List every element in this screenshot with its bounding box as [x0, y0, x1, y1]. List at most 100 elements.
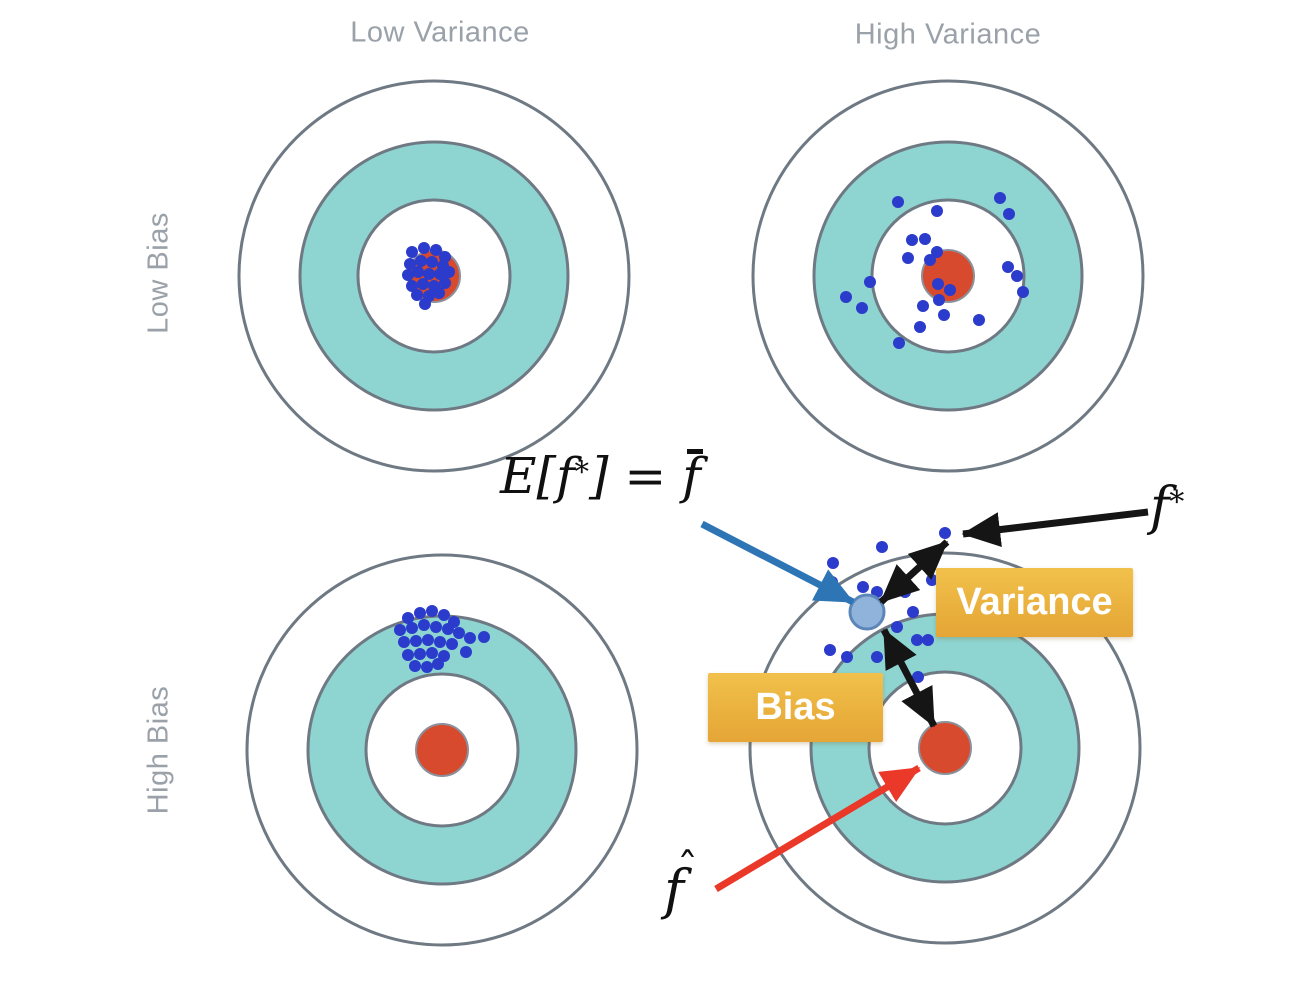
- shot-dot: [410, 635, 422, 647]
- shot-dot: [841, 651, 853, 663]
- f-hat-arrow: [714, 764, 921, 893]
- column-label-low-variance: Low Variance: [350, 16, 530, 49]
- shot-dot: [439, 277, 451, 289]
- shot-dot: [924, 254, 936, 266]
- shot-dot: [902, 252, 914, 264]
- shot-dot: [919, 233, 931, 245]
- shot-dot: [417, 278, 429, 290]
- formula-equals: ] =: [589, 447, 683, 505]
- expected-f-arrow: [700, 520, 855, 606]
- shot-dot: [856, 302, 868, 314]
- shot-dot: [421, 661, 433, 673]
- shot-dot: [891, 621, 903, 633]
- formula-open: E[f: [500, 447, 575, 505]
- shot-dot: [864, 276, 876, 288]
- shot-dot: [938, 309, 950, 321]
- shot-dot: [418, 619, 430, 631]
- expected-f-formula: E[f*] = f: [500, 447, 703, 505]
- target-bullseye: [918, 721, 972, 775]
- shot-dot: [398, 636, 410, 648]
- shot-dot: [402, 612, 414, 624]
- shot-dot: [402, 649, 414, 661]
- formula-f-bar: f: [682, 447, 703, 505]
- shot-dot: [460, 646, 472, 658]
- shot-dot: [1011, 270, 1023, 282]
- shot-dot: [973, 314, 985, 326]
- f-star-sup: *: [1169, 484, 1185, 520]
- shot-dot: [840, 291, 852, 303]
- shot-dot: [409, 660, 421, 672]
- f-hat-base: f: [664, 858, 684, 921]
- bias-tag-text: Bias: [755, 686, 836, 728]
- shot-dot: [932, 278, 944, 290]
- shot-dot: [406, 280, 418, 292]
- shot-dot: [1003, 208, 1015, 220]
- row-label-high-bias: High Bias: [142, 685, 175, 815]
- shot-dot: [939, 527, 951, 539]
- shot-dot: [871, 651, 883, 663]
- shot-dot: [931, 205, 943, 217]
- shot-dot: [426, 256, 438, 268]
- shot-dot: [827, 557, 839, 569]
- shot-dot: [824, 644, 836, 656]
- shot-dot: [430, 244, 442, 256]
- shot-dot: [433, 287, 445, 299]
- shot-dot: [412, 266, 424, 278]
- bias-double-arrow: [880, 628, 938, 728]
- column-label-high-variance: High Variance: [854, 18, 1042, 51]
- shot-dot: [906, 234, 918, 246]
- shot-dot: [917, 300, 929, 312]
- shot-dot: [931, 246, 943, 258]
- shot-dot: [446, 638, 458, 650]
- shot-dot: [422, 634, 434, 646]
- shot-dot: [994, 192, 1006, 204]
- variance-tag-text: Variance: [956, 581, 1113, 623]
- shot-dot: [443, 266, 455, 278]
- shot-dot: [876, 541, 888, 553]
- shot-dot: [404, 258, 416, 270]
- shot-dot: [893, 337, 905, 349]
- shot-dot: [419, 298, 431, 310]
- shot-dot: [1017, 286, 1029, 298]
- shot-dot: [414, 607, 426, 619]
- shot-dot: [478, 631, 490, 643]
- shot-dot: [394, 624, 406, 636]
- shot-dot: [434, 636, 446, 648]
- variance-double-arrow: [878, 539, 950, 605]
- f-hat-accent: ˆ: [677, 844, 698, 893]
- target-low-bias-low-variance: [237, 79, 631, 473]
- shot-dot: [423, 268, 435, 280]
- shot-dot: [430, 621, 442, 633]
- shot-dot: [914, 321, 926, 333]
- shot-dot: [411, 289, 423, 301]
- shot-dot: [857, 581, 869, 593]
- shot-dot: [418, 242, 430, 254]
- target-bullseye: [415, 723, 469, 777]
- shot-dot: [892, 196, 904, 208]
- shot-dot: [442, 623, 454, 635]
- shot-dot: [406, 246, 418, 258]
- shot-dot: [464, 632, 476, 644]
- formula-star: *: [574, 454, 590, 489]
- f-star-base: f: [1150, 477, 1170, 537]
- shot-dot: [933, 294, 945, 306]
- shot-dot: [414, 648, 426, 660]
- shot-dot: [406, 622, 418, 634]
- shot-dot: [432, 658, 444, 670]
- shot-dot: [1002, 261, 1014, 273]
- f-bar-marker: [848, 593, 886, 631]
- row-label-low-bias: Low Bias: [142, 212, 175, 334]
- target-low-bias-high-variance: [751, 79, 1145, 473]
- shot-dot: [438, 609, 450, 621]
- shot-dot: [426, 605, 438, 617]
- shot-dot: [402, 269, 414, 281]
- shot-dot: [907, 606, 919, 618]
- shot-dot: [911, 634, 923, 646]
- shot-dot: [415, 255, 427, 267]
- f-star-label: f*: [1150, 480, 1184, 535]
- shot-dot: [426, 647, 438, 659]
- shot-dot: [453, 627, 465, 639]
